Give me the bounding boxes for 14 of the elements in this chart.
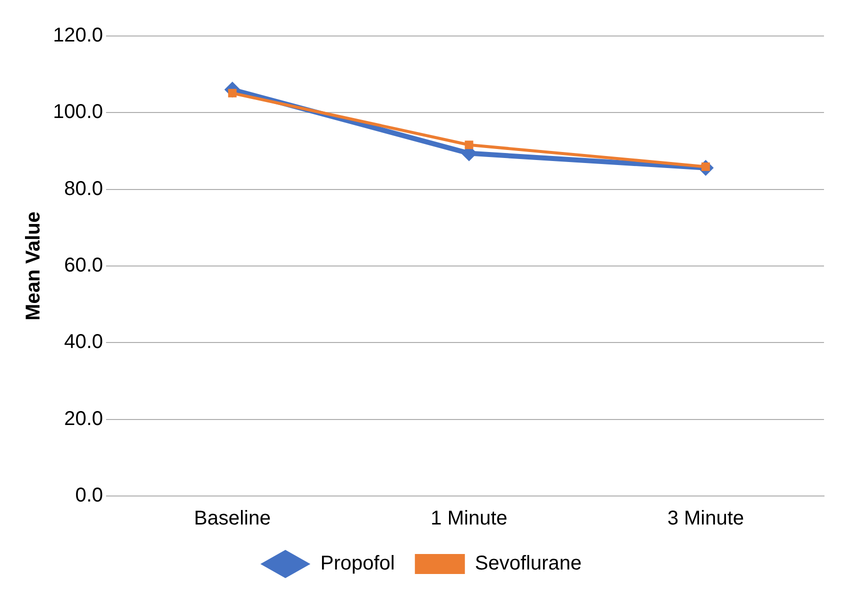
point — [464, 140, 474, 150]
y-tick-label: 100.0 — [52, 101, 104, 124]
y-tick-label: 60.0 — [64, 254, 104, 277]
x-tick-label: 3 Minute — [667, 508, 744, 530]
y-tick-label: 0.0 — [75, 484, 104, 507]
x-tick-label: 1 Minute — [430, 508, 508, 530]
legend-label: Sevoflurane — [474, 552, 582, 575]
y-tick-label: 80.0 — [64, 178, 104, 200]
y-tick-label: 20.0 — [64, 408, 104, 430]
x-tick-label: Baseline — [194, 508, 271, 530]
y-tick-label: 120.0 — [52, 24, 104, 47]
y-tick-label: 40.0 — [64, 331, 104, 354]
legend-label: Propofol — [320, 552, 395, 575]
y-axis-title: Mean Value — [22, 212, 45, 320]
